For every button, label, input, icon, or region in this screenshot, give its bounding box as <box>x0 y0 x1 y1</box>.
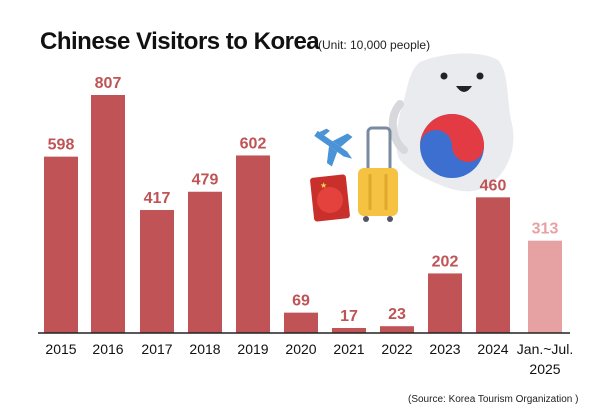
x-tick-label: 2021 <box>333 341 364 357</box>
data-label: 17 <box>340 308 358 325</box>
x-tick-label: 2025 <box>529 361 560 377</box>
chart-title: Chinese Visitors to Korea <box>40 28 320 55</box>
data-label: 417 <box>144 190 171 207</box>
x-tick-label: Jan.~Jul. <box>517 341 573 357</box>
data-label: 807 <box>95 75 122 92</box>
x-tick-label: 2018 <box>189 341 220 357</box>
data-label: 202 <box>432 253 459 270</box>
taeguk-icon <box>420 114 484 178</box>
source-note: (Source: Korea Tourism Organization ) <box>408 394 579 405</box>
suitcase-icon <box>358 126 398 222</box>
bar-2021 <box>332 327 366 333</box>
data-label: 598 <box>48 137 75 154</box>
x-tick-label: 2020 <box>285 341 316 357</box>
bar-2016 <box>91 95 125 333</box>
bar-2017 <box>140 210 174 333</box>
bar-2019 <box>236 155 270 333</box>
bar-2018 <box>188 191 222 333</box>
data-label: 479 <box>192 172 219 189</box>
x-tick-label: 2024 <box>477 341 508 357</box>
unit-note: (Unit: 10,000 people) <box>318 38 431 52</box>
x-tick-label: 2015 <box>45 341 76 357</box>
x-tick-label: 2023 <box>429 341 460 357</box>
x-tick-label: 2022 <box>381 341 412 357</box>
svg-text:★: ★ <box>320 181 327 190</box>
bar-2022 <box>380 326 414 333</box>
data-label: 602 <box>240 135 267 152</box>
data-label: 69 <box>292 293 310 310</box>
bar-2023 <box>428 273 462 333</box>
airplane-icon <box>314 128 353 167</box>
bar-2020 <box>284 312 318 333</box>
bar-2024 <box>476 197 510 333</box>
china-passport-icon: ★ <box>310 174 350 222</box>
bar-jan-jul-2025 <box>528 240 562 333</box>
x-tick-label: 2019 <box>237 341 268 357</box>
data-label: 23 <box>388 306 406 323</box>
bar-2015 <box>44 156 78 333</box>
x-tick-label: 2017 <box>141 341 172 357</box>
data-label: 313 <box>532 221 559 238</box>
data-label: 460 <box>480 177 507 194</box>
x-tick-label: 2016 <box>92 341 123 357</box>
